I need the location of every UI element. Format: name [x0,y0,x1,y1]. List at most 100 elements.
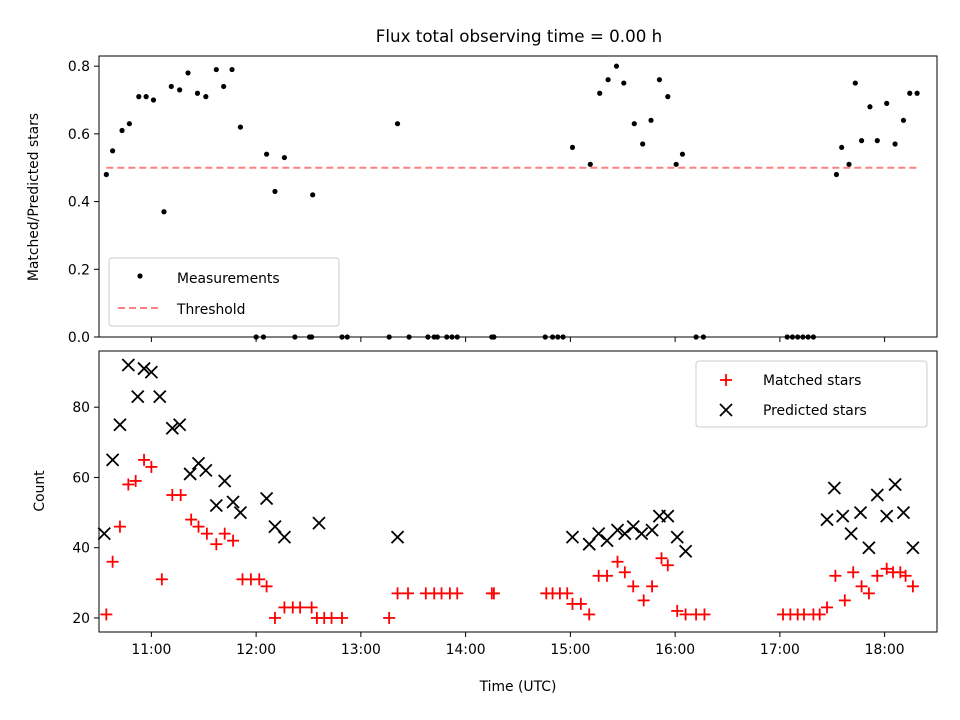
measurement-point [569,144,576,151]
matched-star-marker [391,587,404,600]
matched-star-marker [305,601,318,614]
predicted-star-marker [870,488,884,502]
matched-star-marker [899,569,912,582]
measurement-point [126,121,132,127]
measurement-point [673,161,679,167]
measurement-point [884,100,890,106]
bottom-x-tick-label: 12:00 [236,642,276,658]
predicted-star-marker [259,491,274,506]
top-y-ticks: 0.0 0.2 0.4 0.6 0.8 [68,59,99,346]
measurement-points [103,63,920,215]
predicted-star-marker [661,509,675,523]
measurement-point [613,63,620,69]
predicted-star-marker [820,512,834,527]
predicted-star-marker [862,541,876,555]
bottom-y-tick-label: 80 [72,400,90,416]
matched-star-marker [100,608,113,621]
predicted-star-marker [226,495,240,509]
predicted-star-marker [906,541,920,555]
matched-star-marker [855,580,868,593]
bottom-x-ticks: 11:00 12:00 13:00 14:00 15:00 16:00 17:00 18:00 [131,632,905,658]
matched-star-marker [218,527,231,540]
measurement-point [203,94,209,100]
matched-star-marker [227,534,240,547]
predicted-star-marker [390,530,405,544]
matched-star-marker [451,587,464,600]
predicted-star-marker [173,418,187,432]
measurement-point [914,90,920,96]
top-plot: 0.00.20.40.60.8 Matched/Predicted stars … [26,55,938,346]
matched-star-marker [611,555,624,568]
measurement-point [110,148,116,154]
measurement-point [237,124,244,130]
measurement-point [640,141,646,147]
matched-star-marker [618,566,631,579]
matched-star-marker [325,611,338,624]
measurement-point [679,151,686,157]
matched-star-marker [210,538,223,551]
measurement-point [852,80,858,86]
matched-star-marker [122,478,135,491]
measurement-point [221,83,227,90]
matched-star-marker [627,580,640,593]
matched-star-points [100,453,919,624]
matched-star-marker [129,474,142,487]
bottom-x-tick-label: 15:00 [550,642,590,658]
measurement-point [103,171,109,178]
matched-star-marker [671,604,684,617]
predicted-star-marker [670,530,684,544]
bottom-y-tick-label: 40 [72,541,90,557]
bottom-plot-frame [98,350,938,633]
matched-star-marker [847,566,860,579]
measurement-point [839,144,845,151]
predicted-star-marker [600,534,614,548]
predicted-star-marker [853,505,868,520]
legend-measurements-marker [137,273,143,279]
matched-star-marker [838,594,851,607]
matched-star-marker [829,569,842,582]
matched-star-marker [138,453,151,466]
measurement-point [143,94,149,100]
matched-star-marker [655,552,668,565]
predicted-star-marker [844,527,858,541]
measurement-point [900,117,907,123]
top-y-tick-label: 0.8 [68,59,90,75]
measurement-point [656,77,663,83]
top-y-tick-label: 0.4 [68,195,90,211]
legend-matched-marker [720,374,732,386]
matched-star-marker [862,587,875,600]
legend-threshold-label: Threshold [176,302,245,318]
bottom-y-axis-label: Count [32,470,48,512]
measurement-point [846,161,852,167]
measurement-point [161,209,167,215]
top-plot-frame [98,55,938,338]
measurement-point [907,90,913,96]
matched-star-marker [880,562,893,575]
predicted-star-marker [626,519,640,534]
measurement-point [665,94,671,100]
matched-star-marker [813,608,826,621]
predicted-star-marker [121,358,135,372]
measurement-point [272,188,278,195]
matched-star-marker [402,587,415,600]
measurement-point [394,121,401,127]
matched-star-marker [253,573,266,586]
predicted-star-marker [678,544,693,558]
predicted-star-marker [634,527,649,541]
predicted-star-marker [880,509,894,523]
predicted-star-points [97,358,920,558]
predicted-star-marker [592,527,606,541]
predicted-star-marker [645,523,659,537]
predicted-star-marker [165,421,179,435]
matched-star-marker [661,559,674,572]
measurement-point [648,117,654,123]
matched-star-marker [174,489,187,502]
measurement-point [119,127,125,134]
matched-star-marker [574,597,587,610]
matched-star-marker [637,594,650,607]
bottom-y-ticks: 20 40 60 80 [72,400,99,627]
predicted-star-marker [209,498,223,513]
predicted-star-marker [610,523,625,537]
bottom-x-tick-label: 18:00 [865,642,905,658]
